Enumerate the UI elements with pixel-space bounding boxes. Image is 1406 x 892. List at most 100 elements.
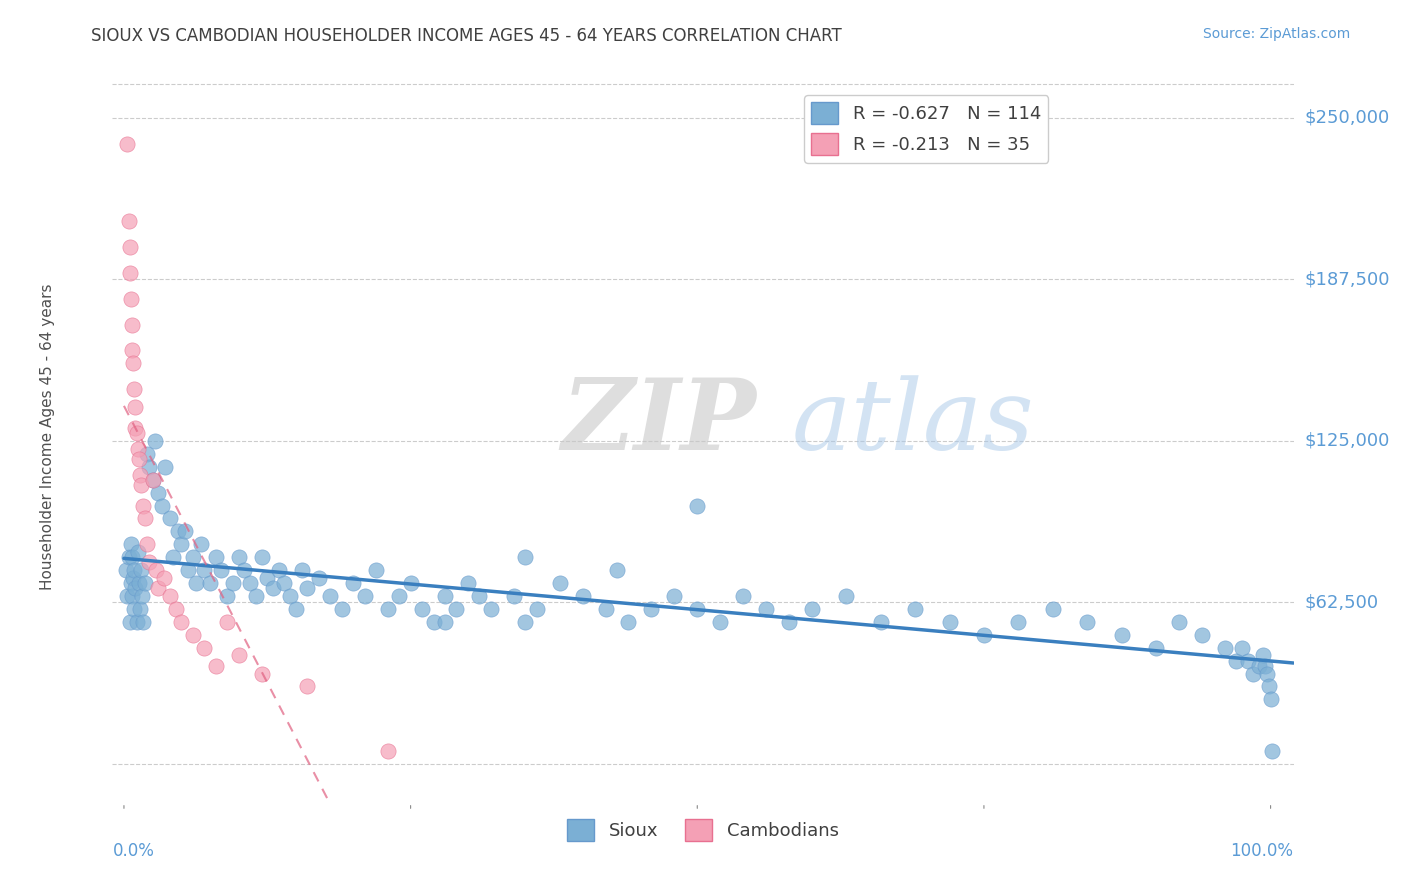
Point: [640, 602, 662, 616]
Point: [193, 640, 215, 655]
Point: [132, 615, 155, 629]
Point: [138, 556, 160, 570]
Point: [118, 615, 141, 629]
Point: [617, 615, 640, 629]
Point: [177, 563, 200, 577]
Point: [127, 442, 149, 456]
Point: [228, 550, 250, 565]
Point: [1111, 628, 1133, 642]
Point: [446, 602, 468, 616]
Text: SIOUX VS CAMBODIAN HOUSEHOLDER INCOME AGES 45 - 64 YEARS CORRELATION CHART: SIOUX VS CAMBODIAN HOUSEHOLDER INCOME AG…: [91, 27, 842, 45]
Point: [1225, 654, 1247, 668]
Point: [262, 582, 284, 596]
Point: [155, 459, 177, 474]
Point: [1251, 648, 1274, 663]
Point: [434, 589, 457, 603]
Point: [120, 576, 142, 591]
Point: [869, 615, 891, 629]
Point: [526, 602, 548, 616]
Point: [284, 602, 307, 616]
Point: [121, 343, 143, 358]
Point: [1260, 692, 1282, 706]
Point: [138, 459, 160, 474]
Point: [181, 550, 204, 565]
Point: [186, 576, 208, 591]
Point: [127, 545, 149, 559]
Point: [117, 214, 139, 228]
Point: [148, 582, 170, 596]
Point: [122, 602, 145, 616]
Point: [1042, 602, 1064, 616]
Point: [170, 615, 193, 629]
Point: [319, 589, 342, 603]
Point: [245, 589, 267, 603]
Point: [173, 524, 195, 539]
Point: [297, 582, 319, 596]
Point: [1249, 658, 1271, 673]
Point: [291, 563, 314, 577]
Point: [122, 382, 145, 396]
Point: [117, 589, 139, 603]
Point: [457, 576, 479, 591]
Point: [150, 499, 173, 513]
Point: [122, 356, 145, 370]
Point: [1236, 654, 1258, 668]
Point: [377, 744, 399, 758]
Point: [162, 550, 184, 565]
Point: [120, 292, 142, 306]
Point: [342, 576, 364, 591]
Point: [709, 615, 731, 629]
Point: [388, 589, 411, 603]
Point: [143, 434, 166, 448]
Point: [131, 589, 153, 603]
Point: [353, 589, 375, 603]
Point: [422, 615, 444, 629]
Point: [124, 401, 146, 415]
Point: [515, 550, 537, 565]
Point: [209, 563, 232, 577]
Point: [273, 576, 295, 591]
Point: [399, 576, 422, 591]
Point: [548, 576, 571, 591]
Point: [117, 550, 139, 565]
Point: [308, 571, 330, 585]
Text: Source: ZipAtlas.com: Source: ZipAtlas.com: [1202, 27, 1350, 41]
Point: [664, 589, 686, 603]
Point: [135, 537, 157, 551]
Point: [217, 589, 239, 603]
Point: [118, 266, 141, 280]
Point: [190, 537, 212, 551]
Text: 0.0%: 0.0%: [112, 842, 155, 860]
Point: [120, 537, 142, 551]
Point: [132, 499, 155, 513]
Point: [1191, 628, 1213, 642]
Point: [117, 136, 139, 151]
Point: [468, 589, 491, 603]
Point: [125, 615, 148, 629]
Point: [142, 473, 165, 487]
Point: [181, 628, 204, 642]
Point: [479, 602, 502, 616]
Point: [129, 563, 152, 577]
Point: [297, 680, 319, 694]
Point: [938, 615, 960, 629]
Point: [142, 473, 165, 487]
Point: [159, 511, 181, 525]
Point: [434, 615, 457, 629]
Point: [233, 563, 256, 577]
Point: [377, 602, 399, 616]
Point: [250, 550, 273, 565]
Point: [204, 550, 226, 565]
Point: [159, 589, 181, 603]
Point: [166, 524, 188, 539]
Text: Householder Income Ages 45 - 64 years: Householder Income Ages 45 - 64 years: [39, 284, 55, 591]
Point: [278, 589, 301, 603]
Point: [778, 615, 800, 629]
Point: [228, 648, 250, 663]
Point: [1258, 680, 1281, 694]
Point: [198, 576, 221, 591]
Point: [250, 666, 273, 681]
Point: [145, 563, 167, 577]
Point: [118, 240, 141, 254]
Point: [1230, 640, 1253, 655]
